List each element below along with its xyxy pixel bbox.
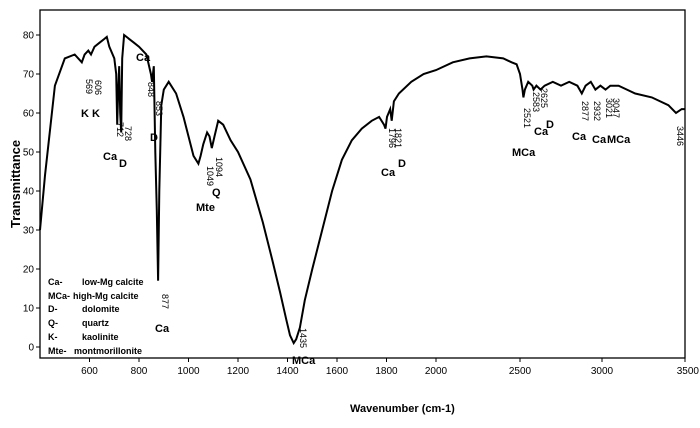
legend-code: Q- bbox=[48, 318, 58, 328]
y-tick-label: 40 bbox=[23, 187, 35, 198]
legend-meaning: kaolinite bbox=[82, 332, 119, 342]
x-tick-label: 3500 bbox=[677, 366, 700, 377]
peak-number: 606 bbox=[93, 80, 103, 95]
legend-meaning: high-Mg calcite bbox=[73, 291, 139, 301]
x-axis: 600 800 1000 1200 1400 1600 1800 2000 2500 3000 35… bbox=[81, 358, 699, 377]
peak-tag: D bbox=[119, 158, 127, 170]
legend: Ca- low-Mg calcite MCa- high-Mg calcite … bbox=[48, 277, 144, 356]
x-tick-label: 800 bbox=[131, 366, 148, 377]
x-tick-label: 1800 bbox=[375, 366, 398, 377]
x-axis-title: Wavenumber (cm-1) bbox=[350, 403, 455, 415]
peak-tag: Q bbox=[212, 187, 221, 199]
peak-tag: Ca bbox=[592, 134, 607, 146]
x-tick-label: 2000 bbox=[425, 366, 448, 377]
peak-number: 1049 bbox=[205, 166, 215, 186]
y-tick-label: 50 bbox=[23, 148, 35, 159]
legend-meaning: quartz bbox=[82, 318, 110, 328]
peak-number: 569 bbox=[84, 79, 94, 94]
legend-meaning: dolomite bbox=[82, 304, 120, 314]
peak-number: 877 bbox=[160, 294, 170, 309]
peak-number: 1094 bbox=[214, 157, 224, 177]
y-tick-label: 30 bbox=[23, 226, 35, 237]
peak-tag: D bbox=[398, 158, 406, 170]
y-tick-label: 20 bbox=[23, 265, 35, 276]
peak-number: 848 bbox=[146, 82, 156, 97]
peak-number: 1796 bbox=[387, 128, 397, 148]
peak-tag: Ca bbox=[572, 131, 587, 143]
peak-number: 1435 bbox=[298, 328, 308, 348]
peak-number: 1821 bbox=[393, 128, 403, 148]
y-axis: 0 10 20 30 40 50 60 70 80 bbox=[23, 31, 40, 354]
peak-number: 3047 bbox=[611, 98, 621, 118]
x-tick-label: 3000 bbox=[591, 366, 614, 377]
peak-tag: Ca bbox=[534, 126, 549, 138]
y-tick-label: 0 bbox=[28, 343, 34, 354]
legend-code: Ca- bbox=[48, 277, 63, 287]
x-tick-label: 1400 bbox=[276, 366, 299, 377]
peak-number: 2877 bbox=[580, 101, 590, 121]
y-axis-title: Transmittance bbox=[8, 140, 23, 228]
peak-tag: Ca bbox=[136, 52, 151, 64]
peak-number: 728 bbox=[123, 126, 133, 141]
x-tick-label: 1600 bbox=[326, 366, 349, 377]
peak-tag: MCa bbox=[512, 147, 536, 159]
y-tick-label: 80 bbox=[23, 31, 35, 42]
peak-tag: MCa bbox=[607, 134, 631, 146]
legend-meaning: low-Mg calcite bbox=[82, 277, 144, 287]
peak-tag: D bbox=[150, 132, 158, 144]
peak-tag: MCa bbox=[292, 355, 316, 367]
peak-number: 853 bbox=[154, 101, 164, 116]
legend-code: Mte- bbox=[48, 346, 67, 356]
peak-annotations: 569 606 712 728 848 853 877 1049 1094 14… bbox=[81, 52, 685, 367]
legend-code: MCa- bbox=[48, 291, 70, 301]
legend-meaning: montmorillonite bbox=[74, 346, 142, 356]
legend-code: D- bbox=[48, 304, 58, 314]
y-tick-label: 60 bbox=[23, 109, 35, 120]
y-tick-label: 70 bbox=[23, 70, 35, 81]
peak-number: 2583 bbox=[531, 92, 541, 112]
peak-tag: Mte bbox=[196, 202, 215, 214]
peak-tag: K bbox=[92, 108, 100, 120]
peak-tag: D bbox=[546, 119, 554, 131]
x-tick-label: 1000 bbox=[177, 366, 200, 377]
x-tick-label: 600 bbox=[81, 366, 98, 377]
peak-tag: K bbox=[81, 108, 89, 120]
peak-number: 2625 bbox=[539, 88, 549, 108]
peak-number: 3446 bbox=[675, 126, 685, 146]
x-tick-label: 1200 bbox=[227, 366, 250, 377]
y-tick-label: 10 bbox=[23, 304, 35, 315]
peak-tag: Ca bbox=[103, 151, 118, 163]
peak-number: 2521 bbox=[522, 108, 532, 128]
legend-code: K- bbox=[48, 332, 58, 342]
x-tick-label: 2500 bbox=[509, 366, 532, 377]
peak-number: 2932 bbox=[592, 101, 602, 121]
peak-tag: Ca bbox=[381, 167, 396, 179]
peak-number: 3021 bbox=[604, 98, 614, 118]
plot-frame bbox=[39, 9, 686, 359]
peak-tag: Ca bbox=[155, 323, 170, 335]
spectrum-line bbox=[39, 33, 685, 346]
peak-number: 712 bbox=[115, 122, 125, 137]
